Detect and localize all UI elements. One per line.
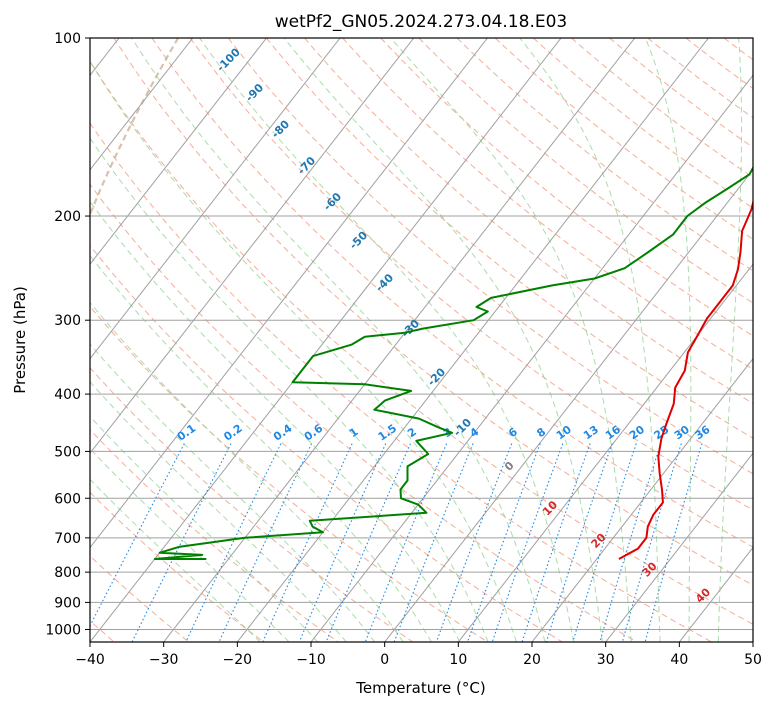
x-axis-title: Temperature (°C) xyxy=(355,679,485,697)
y-tick-label: 500 xyxy=(54,444,81,460)
moist-adiabat-line xyxy=(90,415,319,642)
x-tick-label: 0 xyxy=(380,652,389,668)
dry-adiabat-line xyxy=(342,38,753,370)
moist-adiabat-line xyxy=(283,38,603,642)
moist-adiabat-line xyxy=(90,60,517,642)
moist-adiabat-line xyxy=(90,200,461,642)
y-tick-label: 800 xyxy=(54,565,81,581)
dry-adiabat-line xyxy=(609,38,753,148)
moist-adiabat-line xyxy=(717,38,743,642)
moist-adiabat-line xyxy=(90,137,489,642)
x-tick-label: 30 xyxy=(597,652,615,668)
plot-frame xyxy=(89,37,754,643)
y-tick-label: 1000 xyxy=(45,622,81,638)
y-tick-label: 700 xyxy=(54,531,81,547)
isotherm-line xyxy=(90,38,488,549)
x-tick-label: 50 xyxy=(744,652,762,668)
mixing-ratio-line xyxy=(90,443,185,628)
mixing-ratio-line xyxy=(572,443,637,642)
isotherm-line xyxy=(90,38,194,171)
moist-adiabat-line xyxy=(199,38,575,642)
moist-adiabat-line xyxy=(90,447,290,642)
isotherm-line xyxy=(90,38,267,266)
axes: −40 −30 −20 −10 0 10 20 30 40 50 100 200 300 400 500 60… xyxy=(45,31,762,668)
mixing-ratio-line xyxy=(466,443,541,642)
dry-adiabat-line xyxy=(113,38,753,586)
y-tick-label: 400 xyxy=(54,387,81,403)
isotherm-line xyxy=(605,452,753,642)
dry-adiabat-line xyxy=(90,183,638,642)
mixing-ratio-line xyxy=(185,443,282,642)
dry-adiabat-line xyxy=(494,38,753,240)
isotherm-line xyxy=(90,38,562,642)
y-tick-label: 300 xyxy=(54,313,81,329)
y-tick-label: 200 xyxy=(54,209,81,225)
dry-adiabat-line xyxy=(380,38,753,337)
moist-adiabat-line xyxy=(90,254,432,642)
mixing-ratio-line xyxy=(644,443,703,642)
dry-adiabat-line xyxy=(90,367,414,642)
temperature-profile xyxy=(618,198,753,560)
isotherm-line xyxy=(236,38,709,642)
dry-adiabat-line xyxy=(304,38,753,404)
moist-adiabat-line xyxy=(390,38,632,642)
isotherm-line xyxy=(531,357,753,642)
x-tick-label: 40 xyxy=(670,652,688,668)
reference-curve xyxy=(90,38,180,218)
moist-adiabat-line xyxy=(644,38,692,642)
mixing-ratio-line xyxy=(521,443,591,642)
x-tick-label: 10 xyxy=(449,652,467,668)
mixing-ratio-line xyxy=(131,443,232,642)
moist-adiabat-line xyxy=(90,343,376,642)
y-tick-label: 100 xyxy=(54,31,81,47)
isotherm-line xyxy=(90,38,415,454)
x-tick-label: −10 xyxy=(296,652,326,668)
x-tick-label: −30 xyxy=(149,652,179,668)
isotherm-line xyxy=(90,38,341,360)
mixing-ratio-line xyxy=(545,443,613,642)
x-tick-label: 20 xyxy=(523,652,541,668)
plot-area: 0.1 0.2 0.4 0.6 1 1.5 2 3 4 6 8 10 13 16 20 25 30 36-100-… xyxy=(90,38,753,642)
chart-title: wetPf2_GN05.2024.273.04.18.E03 xyxy=(275,12,567,32)
mixing-ratio-line xyxy=(218,443,313,642)
x-tick-label: −40 xyxy=(75,652,105,668)
mixing-ratio-line xyxy=(435,443,513,642)
mixing-ratio-line xyxy=(298,443,387,642)
moist-adiabat-line xyxy=(131,38,546,642)
mixing-ratio-line xyxy=(262,443,353,642)
isotherm-line xyxy=(310,74,753,642)
mixing-ratio-line xyxy=(599,443,662,642)
moist-adiabat-line xyxy=(90,301,404,642)
isotherm-line xyxy=(384,168,753,642)
dewpoint-profile xyxy=(153,165,753,560)
moist-adiabat-line xyxy=(90,478,261,642)
dry-adiabat-line xyxy=(266,38,753,439)
isotherm-line xyxy=(163,38,636,642)
dry-adiabat-line xyxy=(90,244,563,642)
dry-adiabat-line xyxy=(90,60,753,625)
y-tick-label: 600 xyxy=(54,491,81,507)
y-tick-label: 900 xyxy=(54,595,81,611)
mixing-ratio-line xyxy=(621,443,682,642)
x-tick-label: −20 xyxy=(223,652,253,668)
mixing-ratio-line xyxy=(325,443,411,642)
dry-adiabat-line xyxy=(151,38,753,548)
dry-adiabat-line xyxy=(90,305,488,642)
moist-adiabat-line xyxy=(519,38,661,642)
dry-adiabat-line xyxy=(90,491,264,642)
dry-adiabat-line xyxy=(90,122,712,642)
dry-adiabat-line xyxy=(456,38,753,272)
dry-adiabat-line xyxy=(571,38,753,179)
y-axis-title: Pressure (hPa) xyxy=(11,286,29,394)
